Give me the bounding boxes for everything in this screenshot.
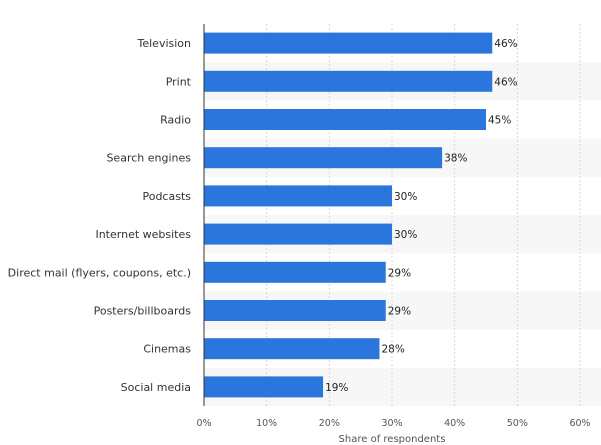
value-labels: 46% 46% 45% 38% 30% 30% 29% 29% 28% 19%: [325, 38, 518, 394]
value-label: 19%: [325, 382, 348, 394]
x-tick-label: 10%: [256, 418, 277, 429]
bar: [204, 338, 380, 360]
value-label: 46%: [494, 38, 517, 50]
value-label: 30%: [394, 191, 417, 203]
category-labels: Television Print Radio Search engines Podcas…: [8, 37, 192, 394]
category-label: Search engines: [106, 152, 191, 165]
category-label: Television: [137, 37, 192, 50]
x-tick-label: 20%: [319, 418, 340, 429]
x-tick-label: 60%: [569, 418, 590, 429]
bar: [204, 185, 392, 207]
category-label: Podcasts: [142, 190, 191, 203]
category-label: Print: [166, 75, 192, 88]
value-label: 45%: [488, 115, 511, 127]
value-label: 29%: [388, 267, 411, 279]
bar: [204, 109, 486, 130]
category-label: Posters/billboards: [94, 305, 192, 318]
x-tick-labels: 0% 10% 20% 30% 40% 50% 60%: [196, 418, 590, 429]
bar: [204, 300, 386, 321]
x-tick-label: 0%: [196, 418, 211, 429]
x-tick-label: 40%: [444, 418, 465, 429]
bar: [204, 70, 493, 92]
bar: [204, 223, 392, 245]
category-label: Radio: [160, 114, 191, 127]
category-label: Social media: [121, 381, 191, 394]
value-label: 29%: [388, 306, 411, 318]
x-tick-label: 50%: [507, 418, 528, 429]
bar: [204, 147, 443, 169]
category-label: Direct mail (flyers, coupons, etc.): [8, 266, 191, 279]
category-label: Internet websites: [95, 228, 191, 241]
bar: [204, 32, 493, 54]
bar: [204, 261, 386, 283]
bars: [204, 32, 493, 398]
x-axis-title: Share of respondents: [339, 434, 446, 445]
bar: [204, 376, 324, 398]
value-label: 28%: [381, 344, 404, 356]
value-label: 30%: [394, 229, 417, 241]
category-label: Cinemas: [143, 343, 191, 356]
value-label: 38%: [444, 153, 467, 165]
x-tick-label: 30%: [381, 418, 402, 429]
value-label: 46%: [494, 76, 517, 88]
